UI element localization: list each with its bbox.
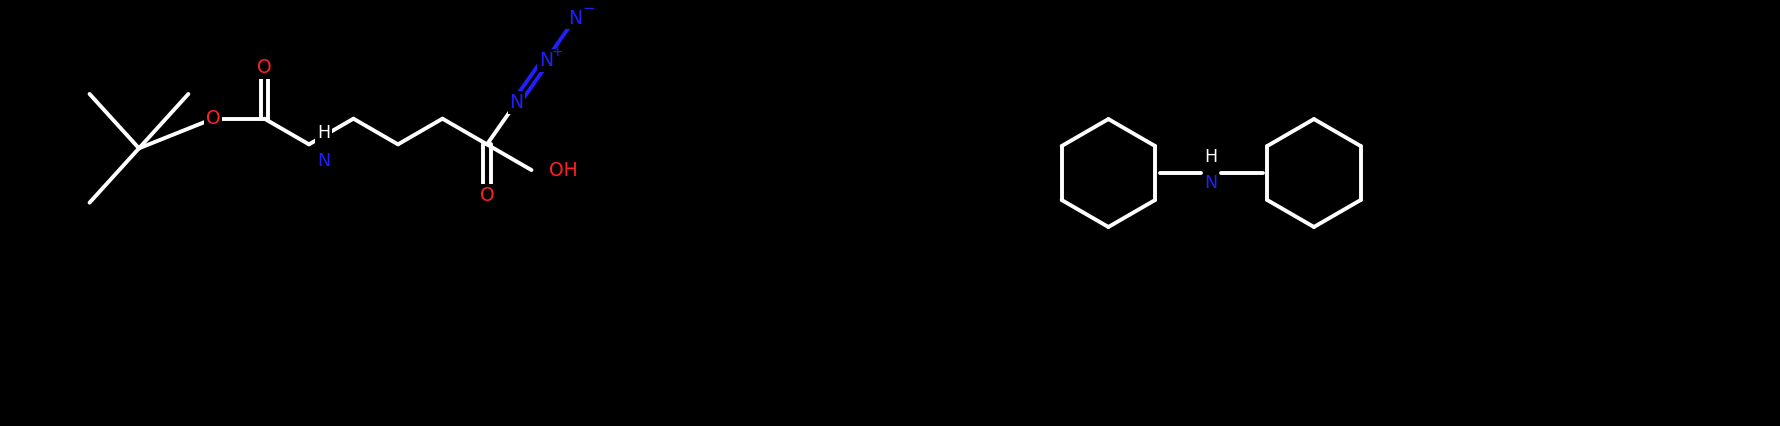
Text: O: O <box>256 58 272 77</box>
Text: O: O <box>206 109 221 128</box>
Text: O: O <box>479 186 495 205</box>
Text: N: N <box>317 152 329 170</box>
Text: N: N <box>509 93 523 112</box>
Text: +: + <box>552 45 564 59</box>
Text: N: N <box>1205 174 1218 192</box>
Text: H: H <box>317 124 329 142</box>
Text: −: − <box>582 1 596 16</box>
Text: OH: OH <box>550 161 578 179</box>
Text: N: N <box>539 51 554 70</box>
Text: H: H <box>1205 148 1218 166</box>
Text: N: N <box>568 9 582 28</box>
